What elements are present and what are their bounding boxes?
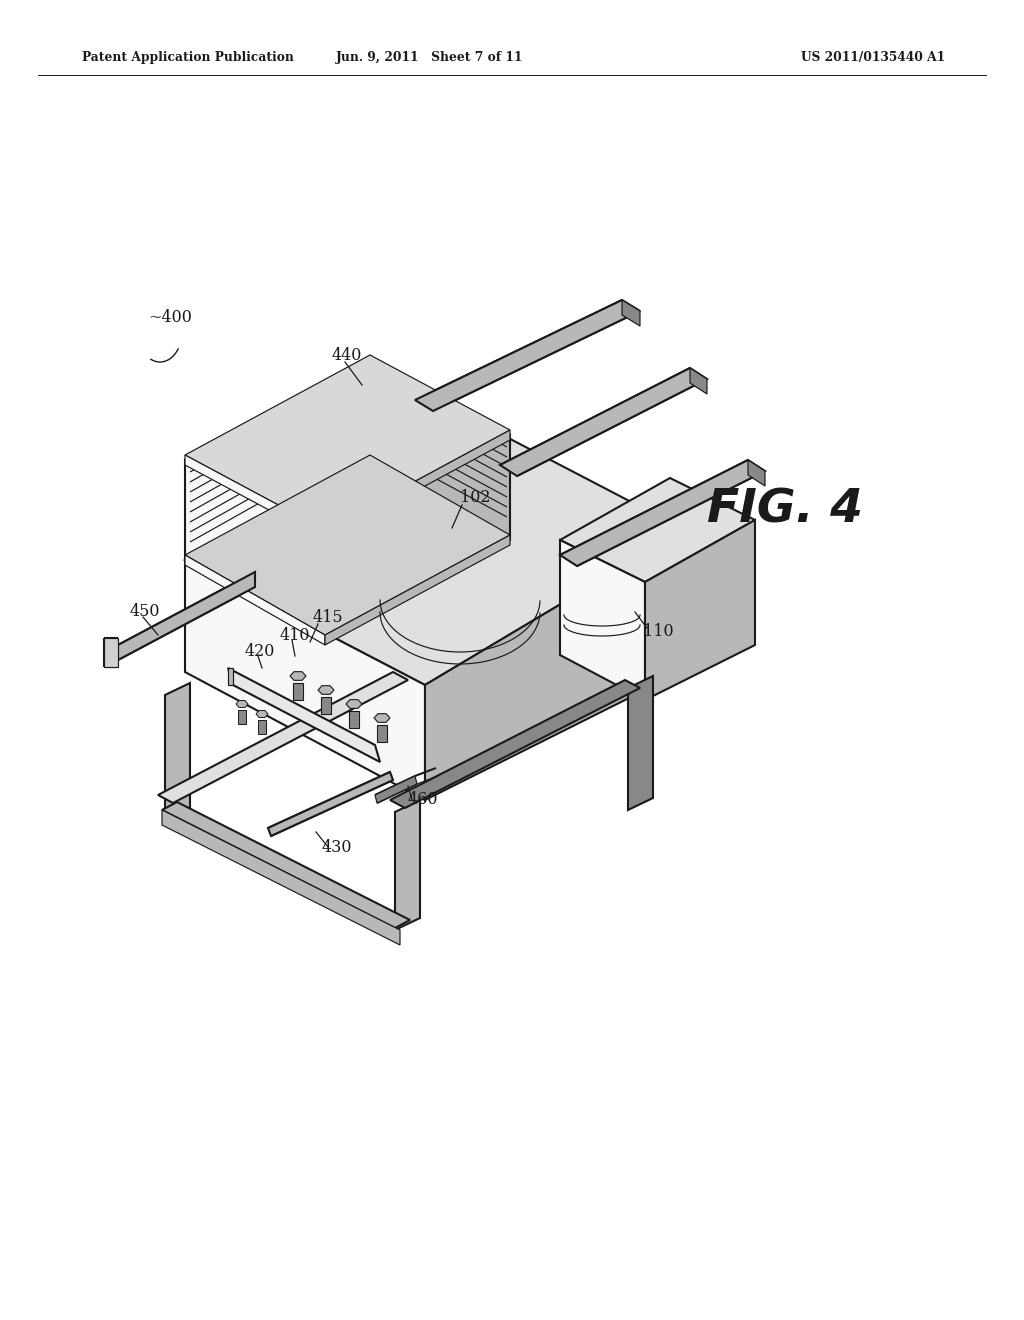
Polygon shape: [190, 362, 507, 537]
Polygon shape: [374, 714, 390, 722]
Polygon shape: [158, 672, 408, 803]
Polygon shape: [185, 405, 685, 685]
Polygon shape: [104, 638, 118, 667]
Polygon shape: [165, 682, 190, 822]
Polygon shape: [293, 682, 303, 700]
Text: 450: 450: [130, 603, 161, 620]
Polygon shape: [325, 430, 510, 540]
Polygon shape: [560, 478, 755, 582]
Polygon shape: [325, 436, 510, 640]
Text: US 2011/0135440 A1: US 2011/0135440 A1: [801, 51, 945, 65]
Polygon shape: [560, 540, 645, 700]
Text: 110: 110: [643, 623, 674, 640]
Polygon shape: [228, 668, 380, 762]
Text: ~400: ~400: [148, 309, 191, 326]
Polygon shape: [318, 685, 334, 694]
Polygon shape: [375, 776, 417, 803]
Polygon shape: [185, 360, 510, 535]
Polygon shape: [162, 803, 410, 928]
Polygon shape: [290, 672, 306, 680]
Text: Patent Application Publication: Patent Application Publication: [82, 51, 294, 65]
Polygon shape: [325, 535, 510, 645]
Text: 460: 460: [408, 792, 438, 808]
Polygon shape: [628, 676, 653, 810]
Polygon shape: [645, 520, 755, 700]
Polygon shape: [415, 300, 640, 411]
Polygon shape: [185, 455, 325, 540]
Text: 440: 440: [332, 346, 362, 363]
Text: 430: 430: [322, 840, 352, 857]
Polygon shape: [185, 560, 425, 800]
Text: 420: 420: [245, 644, 275, 660]
Text: 415: 415: [313, 610, 344, 627]
Polygon shape: [258, 719, 266, 734]
Polygon shape: [185, 554, 325, 645]
Text: Jun. 9, 2011   Sheet 7 of 11: Jun. 9, 2011 Sheet 7 of 11: [336, 51, 523, 65]
Polygon shape: [236, 701, 248, 708]
Polygon shape: [395, 800, 420, 931]
Polygon shape: [377, 725, 387, 742]
Text: 102: 102: [460, 490, 490, 507]
Text: 410: 410: [280, 627, 310, 644]
Polygon shape: [185, 459, 325, 640]
Polygon shape: [238, 710, 246, 723]
Polygon shape: [690, 368, 707, 393]
Polygon shape: [748, 459, 765, 486]
Polygon shape: [622, 300, 640, 326]
Polygon shape: [118, 572, 255, 660]
Text: FIG. 4: FIG. 4: [707, 487, 863, 532]
Polygon shape: [256, 710, 268, 718]
Polygon shape: [346, 700, 362, 709]
Polygon shape: [560, 459, 765, 566]
Polygon shape: [268, 772, 393, 836]
Polygon shape: [321, 697, 331, 714]
Polygon shape: [425, 531, 685, 800]
Polygon shape: [185, 355, 510, 531]
Polygon shape: [500, 368, 707, 477]
Polygon shape: [349, 711, 359, 729]
Polygon shape: [162, 810, 400, 945]
Polygon shape: [390, 680, 640, 808]
Polygon shape: [228, 668, 233, 685]
Polygon shape: [185, 455, 510, 635]
